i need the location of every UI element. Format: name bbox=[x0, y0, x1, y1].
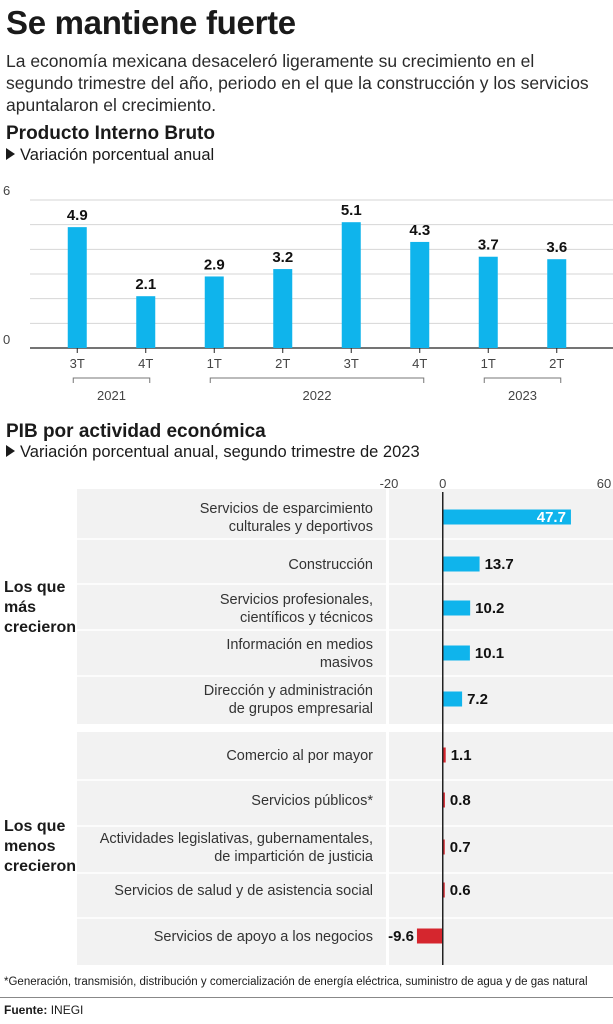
bar bbox=[204, 276, 224, 348]
triangle-marker-icon bbox=[6, 148, 15, 160]
bar-value-label: 4.3 bbox=[409, 222, 430, 239]
source-label: Fuente: bbox=[4, 1003, 48, 1017]
bar bbox=[136, 296, 156, 348]
bar bbox=[442, 509, 571, 525]
x-tick-label: 4T bbox=[138, 356, 153, 371]
chart1-subtitle: Variación porcentual anual bbox=[6, 146, 214, 165]
x-tick-label: -20 bbox=[380, 476, 399, 491]
bar bbox=[442, 792, 445, 808]
bar bbox=[442, 645, 470, 661]
bar bbox=[442, 691, 463, 707]
category-label: Comercio al por mayor bbox=[226, 748, 373, 764]
bar-value-label: -9.6 bbox=[388, 928, 414, 945]
bar bbox=[273, 269, 293, 348]
category-label: Información en medios bbox=[226, 637, 373, 653]
year-bracket bbox=[72, 377, 151, 383]
x-tick-label: 2T bbox=[549, 356, 564, 371]
category-label: Servicios profesionales, bbox=[220, 592, 373, 608]
x-tick-label: 2T bbox=[275, 356, 290, 371]
source-line: Fuente: INEGI bbox=[4, 1003, 83, 1017]
category-label: Servicios públicos* bbox=[251, 793, 373, 809]
chart2-subtitle-text: Variación porcentual anual, segundo trim… bbox=[20, 443, 420, 461]
bar-value-label: 5.1 bbox=[341, 202, 362, 219]
category-label: de grupos empresarial bbox=[229, 701, 373, 717]
x-tick-label: 60 bbox=[597, 476, 611, 491]
category-label: Dirección y administración bbox=[204, 683, 373, 699]
y-tick-label: 6 bbox=[3, 183, 10, 198]
bar-value-label: 0.6 bbox=[450, 882, 471, 899]
bar bbox=[410, 241, 430, 348]
category-label: masivos bbox=[320, 655, 373, 671]
source-value: INEGI bbox=[50, 1003, 84, 1017]
panel-separator bbox=[386, 489, 389, 965]
category-label: Construcción bbox=[288, 557, 373, 573]
chart1-subtitle-text: Variación porcentual anual bbox=[20, 146, 215, 164]
bar-value-label: 0.8 bbox=[450, 792, 471, 809]
x-tick-label: 3T bbox=[344, 356, 359, 371]
category-label: Servicios de salud y de asistencia socia… bbox=[114, 883, 373, 899]
category-label: científicos y técnicos bbox=[240, 610, 373, 626]
category-label: de impartición de justicia bbox=[214, 849, 374, 865]
bar bbox=[442, 556, 480, 572]
bar-value-label: 3.6 bbox=[546, 239, 567, 256]
chart1-title: Producto Interno Bruto bbox=[6, 123, 215, 144]
bar bbox=[478, 256, 498, 348]
triangle-marker-icon bbox=[6, 445, 15, 457]
year-label: 2022 bbox=[303, 388, 332, 403]
group-label-bottom: Los que menos crecieron bbox=[4, 818, 77, 875]
year-bracket bbox=[209, 377, 425, 383]
year-label: 2023 bbox=[508, 388, 537, 403]
intro-text: La economía mexicana desaceleró ligerame… bbox=[6, 51, 589, 115]
bar-value-label: 3.7 bbox=[478, 237, 499, 254]
bar-value-label: 7.2 bbox=[467, 691, 488, 708]
y-tick-label: 0 bbox=[3, 332, 10, 347]
bar bbox=[442, 839, 445, 855]
gdp-quarterly-bar-chart: 0 6 4.9 3T 2.1 4T 2.9 1T 3.2 2T 5.1 3T 4.3 4T 3.7 1T 3.6… bbox=[3, 183, 613, 403]
panel-top bbox=[77, 489, 613, 724]
bar-value-label: 2.9 bbox=[204, 256, 225, 273]
year-bracket bbox=[483, 377, 562, 383]
bar bbox=[547, 259, 567, 348]
x-tick-label: 4T bbox=[412, 356, 427, 371]
bar bbox=[442, 600, 471, 616]
bar-value-label: 10.1 bbox=[475, 645, 504, 662]
gdp-activity-bar-chart: -20 0 60 Servicios de esparcimiento cultural… bbox=[77, 476, 613, 965]
panel-bottom bbox=[77, 732, 613, 965]
x-tick-label: 3T bbox=[70, 356, 85, 371]
bar-value-label: 10.2 bbox=[475, 600, 504, 617]
bar-value-label: 3.2 bbox=[272, 249, 293, 266]
category-label: Servicios de esparcimiento bbox=[200, 501, 373, 517]
year-label: 2021 bbox=[97, 388, 126, 403]
group-label-top: Los que más crecieron bbox=[4, 579, 77, 636]
bar-value-label: 13.7 bbox=[485, 556, 514, 573]
bar-value-label: 0.7 bbox=[450, 839, 471, 856]
page-title: Se mantiene fuerte bbox=[6, 4, 296, 41]
x-tick-label: 0 bbox=[439, 476, 446, 491]
category-label: culturales y deportivos bbox=[229, 519, 373, 535]
x-tick-label: 1T bbox=[481, 356, 496, 371]
bar-value-label: 1.1 bbox=[451, 747, 472, 764]
bar-value-label: 4.9 bbox=[67, 207, 88, 224]
bar bbox=[442, 882, 445, 898]
bar-value-label: 47.7 bbox=[537, 509, 566, 526]
divider bbox=[0, 997, 613, 998]
category-label: Servicios de apoyo a los negocios bbox=[154, 929, 373, 945]
footnote: *Generación, transmisión, distribución y… bbox=[4, 976, 588, 988]
x-tick-label: 1T bbox=[207, 356, 222, 371]
bar bbox=[416, 928, 443, 944]
chart2-title: PIB por actividad económica bbox=[6, 421, 266, 442]
category-label: Actividades legislativas, gubernamentale… bbox=[100, 831, 373, 847]
bar bbox=[341, 222, 361, 348]
bar bbox=[442, 747, 446, 763]
bar bbox=[67, 227, 87, 348]
chart2-subtitle: Variación porcentual anual, segundo trim… bbox=[6, 443, 420, 462]
bar-value-label: 2.1 bbox=[135, 276, 156, 293]
